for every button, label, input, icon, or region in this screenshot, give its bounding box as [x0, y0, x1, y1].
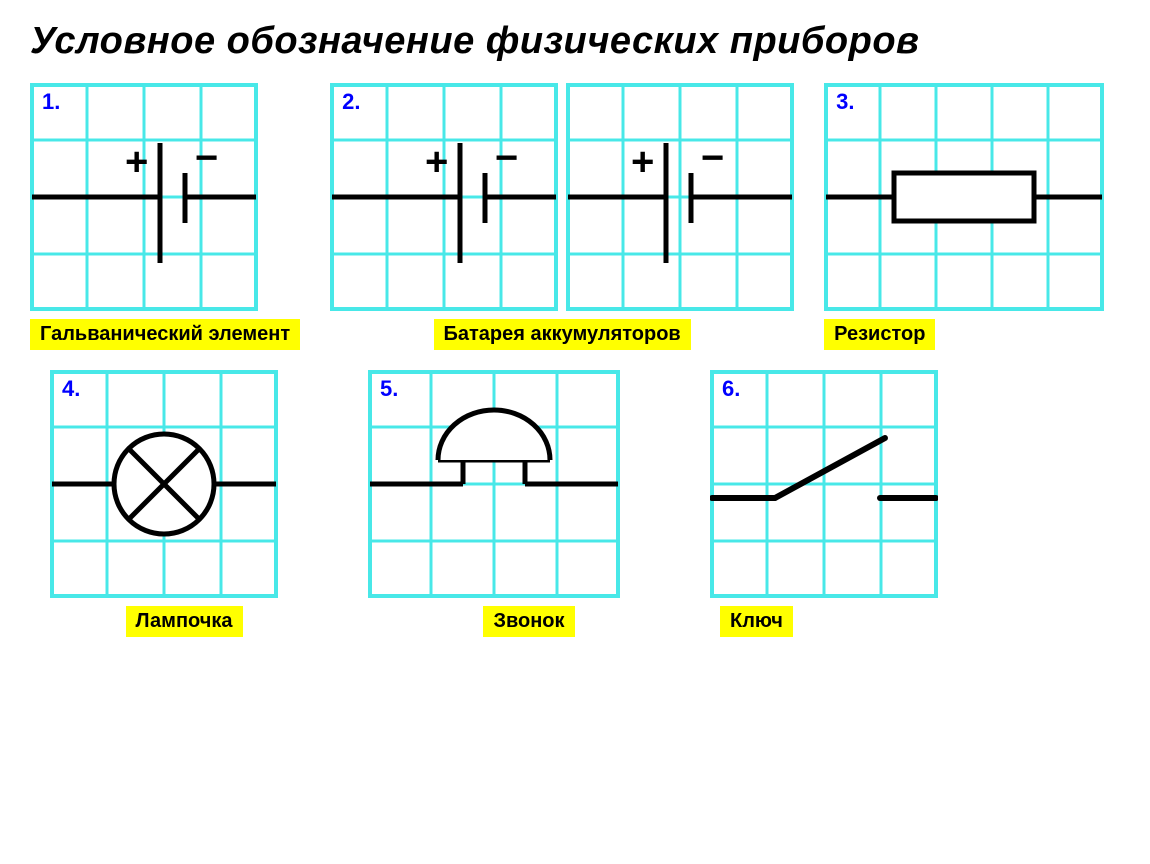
grid-resistor: 3. [824, 83, 1104, 311]
label-battery: Батарея аккумуляторов [434, 319, 691, 350]
grid-galvanic: 1. + − [30, 83, 258, 311]
number-1: 1. [42, 89, 60, 115]
item-battery: 2. + − [330, 83, 794, 350]
row-1: 1. + − Гальванический элемент [30, 83, 1120, 350]
battery-symbol-b: + − [566, 83, 794, 311]
label-bell: Звонок [483, 606, 574, 637]
label-lamp: Лампочка [126, 606, 243, 637]
number-2: 2. [342, 89, 360, 115]
grid-switch: 6. [710, 370, 938, 598]
label-resistor: Резистор [824, 319, 935, 350]
svg-text:+: + [425, 140, 448, 184]
svg-text:−: − [495, 136, 518, 180]
number-6: 6. [722, 376, 740, 402]
grid-lamp: 4. [50, 370, 278, 598]
number-3: 3. [836, 89, 854, 115]
switch-symbol [710, 370, 938, 598]
svg-text:+: + [631, 140, 654, 184]
number-5: 5. [380, 376, 398, 402]
lamp-symbol [50, 370, 278, 598]
page-title: Условное обозначение физических приборов [30, 20, 1120, 63]
item-lamp: 4. Лампочка [50, 370, 278, 637]
svg-text:−: − [195, 136, 218, 180]
grid-battery-a: 2. + − [330, 83, 558, 311]
resistor-symbol [824, 83, 1104, 311]
item-bell: 5. Звонок [368, 370, 620, 637]
item-switch: 6. Ключ [710, 370, 938, 637]
number-4: 4. [62, 376, 80, 402]
galvanic-cell-symbol: + − [30, 83, 258, 311]
svg-text:−: − [701, 136, 724, 180]
svg-text:+: + [125, 140, 148, 184]
bell-symbol [368, 370, 620, 598]
grid-battery-b: + − [566, 83, 794, 311]
item-galvanic: 1. + − Гальванический элемент [30, 83, 300, 350]
label-galvanic: Гальванический элемент [30, 319, 300, 350]
row-2: 4. Лампочка 5. [30, 370, 1120, 637]
item-resistor: 3. Резистор [824, 83, 1104, 350]
label-switch: Ключ [720, 606, 793, 637]
grid-bell: 5. [368, 370, 620, 598]
battery-symbol-a: + − [330, 83, 558, 311]
